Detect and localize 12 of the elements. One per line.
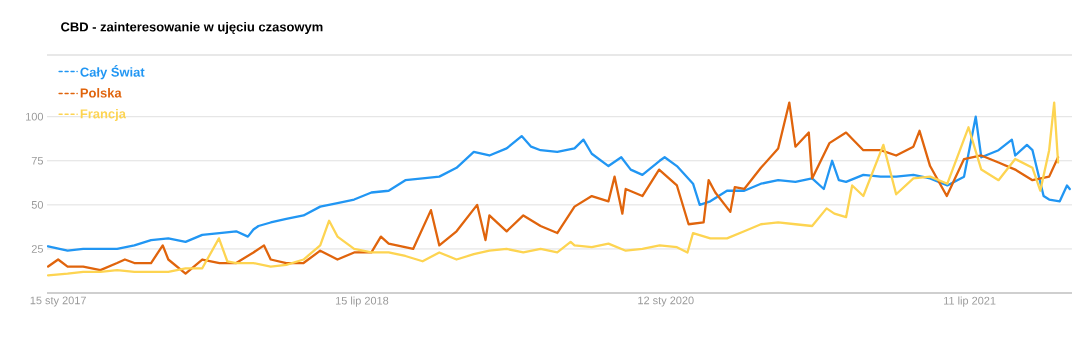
legend-label: Cały Świat xyxy=(80,65,145,80)
x-tick-label: 11 lip 2021 xyxy=(944,296,996,307)
x-tick-label: 12 sty 2020 xyxy=(638,296,694,307)
legend-label: Polska xyxy=(80,88,122,98)
y-tick-label: 50 xyxy=(31,200,44,209)
y-tick-label: 25 xyxy=(31,245,44,253)
x-tick-label: 15 lip 2018 xyxy=(335,296,389,307)
y-tick-label: 100 xyxy=(26,112,44,121)
chart-title: CBD - zainteresowanie w ujęciu czasowym xyxy=(61,21,323,35)
x-tick-label: 15 sty 2017 xyxy=(30,296,86,307)
y-tick-label: 75 xyxy=(31,156,44,165)
legend-label: Francja xyxy=(80,108,127,121)
